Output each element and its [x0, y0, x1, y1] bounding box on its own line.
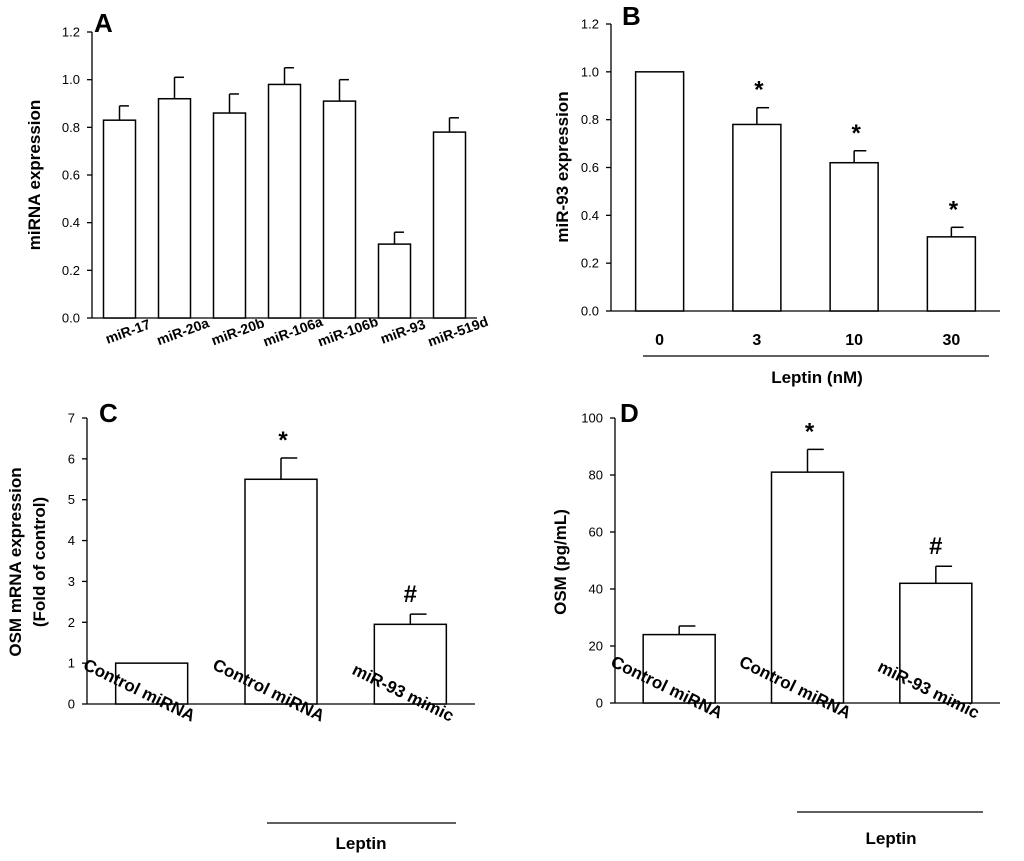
bar — [373, 623, 448, 705]
bar — [267, 83, 302, 319]
category-label: miR-93 — [378, 316, 428, 347]
bar — [732, 123, 782, 312]
significance-star: * — [851, 120, 861, 147]
panel-a-y-axis-label: miRNA expression — [25, 100, 44, 251]
panel-c-y-axis-label-line1: OSM mRNA expression — [6, 467, 25, 656]
y-tick-label: 0 — [68, 697, 75, 712]
y-tick-label: 1.2 — [581, 17, 599, 32]
panel-b-group-label: Leptin (nM) — [771, 368, 863, 387]
bar — [432, 131, 467, 319]
y-tick-label: 100 — [581, 411, 603, 426]
panel-c-group-label: Leptin — [336, 834, 387, 853]
bar — [926, 236, 977, 312]
category-label: 0 — [655, 332, 664, 349]
panel-d-group-label: Leptin — [866, 829, 917, 848]
panel-d-bars: *# — [642, 418, 973, 704]
bar — [322, 100, 357, 319]
bar — [642, 633, 716, 704]
y-tick-label: 0.6 — [581, 160, 599, 175]
significance-star: * — [278, 427, 288, 454]
panel-c-y-axis-label-line2: (Fold of control) — [30, 497, 49, 627]
category-label: miR-20a — [154, 314, 211, 348]
y-tick-label: 0.2 — [62, 263, 80, 278]
category-label: 10 — [845, 332, 863, 349]
panel-d-y-axis-label: OSM (pg/mL) — [551, 509, 570, 615]
y-tick-label: 5 — [68, 492, 75, 507]
panel-a-letter: A — [94, 8, 113, 38]
bar — [899, 582, 973, 704]
category-label: miR-20b — [209, 314, 266, 348]
panel-c-bars: *# — [114, 427, 448, 705]
panel-a-y-ticks: 0.0 0.2 0.4 0.6 0.8 1.0 1.2 — [62, 25, 92, 326]
category-label: 30 — [942, 332, 960, 349]
y-tick-label: 20 — [589, 639, 603, 654]
panel-c: C OSM mRNA expression (Fold of control) … — [6, 398, 475, 853]
panel-b-letter: B — [622, 1, 641, 31]
y-tick-label: 6 — [68, 451, 75, 466]
y-tick-label: 1 — [68, 656, 75, 671]
panel-b-y-ticks: 0.0 0.2 0.4 0.6 0.8 1.0 1.2 — [581, 17, 611, 319]
panel-c-letter: C — [99, 398, 118, 428]
y-tick-label: 7 — [68, 411, 75, 426]
bar — [770, 471, 845, 704]
category-label: miR-17 — [103, 316, 153, 347]
y-tick-label: 0 — [596, 696, 603, 711]
y-tick-label: 3 — [68, 574, 75, 589]
y-tick-label: 2 — [68, 615, 75, 630]
y-tick-label: 0.0 — [62, 311, 80, 326]
y-tick-label: 0.0 — [581, 304, 599, 319]
significance-star: * — [754, 77, 764, 104]
panel-a: A miRNA expression 0.0 0.2 0.4 0.6 0.8 1.0 1.2… — [25, 8, 490, 350]
bar — [244, 478, 318, 705]
y-tick-label: 60 — [589, 525, 603, 540]
y-tick-label: 0.8 — [62, 120, 80, 135]
panel-b-y-axis-label: miR-93 expression — [553, 91, 572, 242]
significance-hash: # — [929, 533, 942, 560]
category-label: 3 — [752, 332, 761, 349]
y-tick-label: 0.8 — [581, 112, 599, 127]
bar — [634, 71, 685, 312]
bar — [102, 119, 137, 319]
panel-c-y-ticks: 0 1 2 3 4 5 6 7 — [68, 411, 87, 712]
y-tick-label: 4 — [68, 533, 75, 548]
panel-d-y-ticks: 0 20 40 60 80 100 — [581, 411, 615, 711]
significance-star: * — [949, 196, 959, 223]
y-tick-label: 0.2 — [581, 256, 599, 271]
bar — [829, 161, 879, 312]
panel-b: B miR-93 expression 0.0 0.2 0.4 0.6 0.8 1.0 1.… — [553, 1, 1000, 387]
y-tick-label: 0.6 — [62, 168, 80, 183]
bar — [114, 662, 189, 705]
y-tick-label: 0.4 — [581, 208, 599, 223]
significance-hash: # — [404, 581, 417, 608]
panel-b-category-labels: 0 3 10 30 — [655, 332, 960, 349]
significance-star: * — [805, 418, 815, 445]
panel-d-letter: D — [620, 398, 639, 428]
bar — [212, 112, 247, 319]
panel-a-bars — [102, 67, 467, 319]
y-tick-label: 40 — [589, 582, 603, 597]
bar — [157, 97, 192, 319]
y-tick-label: 1.0 — [62, 72, 80, 87]
y-tick-label: 1.2 — [62, 25, 80, 40]
y-tick-label: 80 — [589, 468, 603, 483]
y-tick-label: 0.4 — [62, 215, 80, 230]
y-tick-label: 1.0 — [581, 64, 599, 79]
bar — [377, 243, 412, 319]
panel-b-bars: * * * — [634, 71, 977, 312]
